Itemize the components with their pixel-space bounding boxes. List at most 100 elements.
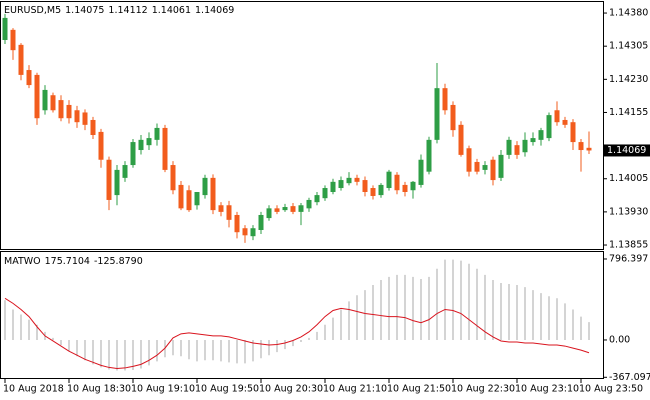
candle-body <box>290 206 296 212</box>
candle-body <box>34 74 40 119</box>
y-tick-label: 1.14155 <box>609 107 648 118</box>
candle-body <box>474 161 480 172</box>
candle-body <box>114 169 120 196</box>
candle-body <box>586 147 592 151</box>
candle-body <box>458 124 464 155</box>
x-tick-label: 10 Aug 2018 <box>3 384 64 395</box>
last-low: 1.14061 <box>152 5 191 16</box>
x-tick-label: 10 Aug 20:30 <box>259 384 323 395</box>
candle-body <box>58 100 64 119</box>
y-tick-label: 796.397 <box>609 253 648 264</box>
candle-body <box>570 122 576 143</box>
candle-body <box>98 131 104 160</box>
y-tick-label: -367.0978 <box>609 372 650 383</box>
candle-body <box>402 184 408 192</box>
candle-body <box>562 119 568 125</box>
indicator-name: MATWO <box>4 256 41 267</box>
last-close: 1.14069 <box>195 5 234 16</box>
candle-body <box>146 138 152 146</box>
candle-body <box>154 127 160 140</box>
y-tick-label: 0.00 <box>609 334 630 345</box>
candle-body <box>554 110 560 123</box>
candle-body <box>130 142 136 166</box>
candle-body <box>578 142 584 151</box>
histogram-last-value: 175.7104 <box>45 256 90 267</box>
candle-body <box>522 139 528 153</box>
candle-body <box>106 159 112 200</box>
candle-body <box>442 88 448 111</box>
candle-body <box>530 138 536 143</box>
x-tick-label: 10 Aug 23:50 <box>579 384 643 395</box>
candle-body <box>10 29 16 51</box>
candle-body <box>90 119 96 135</box>
x-tick-label: 10 Aug 19:50 <box>195 384 259 395</box>
symbol: EURUSD,M5 <box>4 5 61 16</box>
candle-body <box>218 205 224 212</box>
current-price-box <box>604 144 650 157</box>
candle-body <box>194 192 200 206</box>
candle-body <box>18 44 24 75</box>
candle-body <box>282 207 288 211</box>
candle-body <box>506 139 512 155</box>
y-tick-label: 1.14305 <box>609 41 648 52</box>
price-panel-frame <box>0 1 604 250</box>
candle-body <box>450 104 456 131</box>
candle-body <box>202 177 208 196</box>
current-price-label: 1.14069 <box>607 145 646 156</box>
candle-body <box>2 17 8 40</box>
candle-body <box>74 110 80 123</box>
candle-body <box>26 70 32 86</box>
candle-body <box>482 165 488 170</box>
candle-body <box>122 165 128 178</box>
candle-body <box>418 159 424 185</box>
x-tick-label: 10 Aug 22:30 <box>451 384 515 395</box>
candle-body <box>362 180 368 192</box>
last-high: 1.14112 <box>108 5 147 16</box>
x-tick-label: 10 Aug 18:30 <box>67 384 131 395</box>
indicator-line <box>4 297 590 369</box>
x-tick-label: 10 Aug 19:10 <box>131 384 195 395</box>
candle-body <box>138 139 144 151</box>
y-tick-label: 1.14380 <box>609 8 648 19</box>
y-tick-label: 1.13930 <box>609 206 648 217</box>
candle-body <box>490 159 496 181</box>
candle-body <box>162 127 168 170</box>
candle-body <box>234 214 240 233</box>
candle-body <box>346 177 352 184</box>
candle-body <box>242 228 248 236</box>
candle-body <box>426 139 432 172</box>
candle-body <box>354 177 360 182</box>
candle-body <box>226 205 232 220</box>
candle-body <box>410 181 416 191</box>
candle-body <box>498 154 504 178</box>
candle-body <box>50 95 56 111</box>
candle-body <box>82 112 88 125</box>
x-tick-label: 10 Aug 23:10 <box>515 384 579 395</box>
candle-body <box>258 214 264 230</box>
candle-body <box>210 177 216 211</box>
y-tick-label: 1.14230 <box>609 74 648 85</box>
indicator-panel-frame <box>0 251 604 379</box>
candle-body <box>386 171 392 189</box>
candle-body <box>66 104 72 119</box>
last-open: 1.14075 <box>65 5 104 16</box>
candle-body <box>466 148 472 172</box>
candle-body <box>370 188 376 196</box>
y-tick-label: 1.14005 <box>609 173 648 184</box>
candle-body <box>178 184 184 209</box>
candle-body <box>298 205 304 212</box>
candle-body <box>546 115 552 139</box>
candle-body <box>274 208 280 212</box>
candle-body <box>186 190 192 211</box>
candle-body <box>378 184 384 196</box>
candle-body <box>314 195 320 203</box>
candle-body <box>42 89 48 111</box>
candle-body <box>266 208 272 219</box>
line-last-value: -125.8790 <box>94 256 143 267</box>
candle-body <box>434 88 440 140</box>
x-tick-label: 10 Aug 21:50 <box>387 384 451 395</box>
candle-body <box>330 181 336 192</box>
candle-body <box>250 228 256 237</box>
candle-body <box>170 165 176 191</box>
